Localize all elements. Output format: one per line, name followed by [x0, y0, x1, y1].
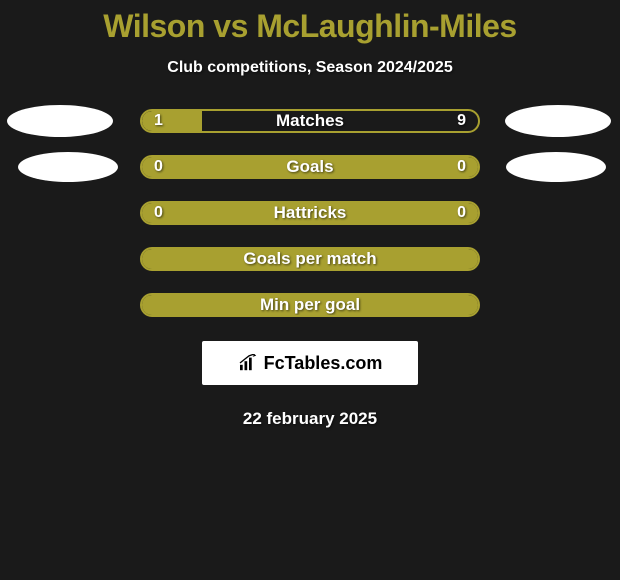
stat-row-goals: 0 Goals 0	[0, 155, 620, 179]
stat-row-matches: 1 Matches 9	[0, 109, 620, 133]
stat-value-right: 0	[457, 204, 466, 222]
player-left-avatar	[7, 105, 113, 137]
logo: FcTables.com	[238, 353, 383, 374]
comparison-infographic: Wilson vs McLaughlin-Miles Club competit…	[0, 0, 620, 429]
stat-label: Min per goal	[142, 295, 478, 315]
stat-label: Goals per match	[142, 249, 478, 269]
player-left-avatar	[18, 152, 118, 182]
logo-box: FcTables.com	[202, 341, 418, 385]
stat-row-hattricks: 0 Hattricks 0	[0, 201, 620, 225]
chart-area: 1 Matches 9 0 Goals 0 0 Hattricks 0	[0, 109, 620, 429]
subtitle: Club competitions, Season 2024/2025	[0, 59, 620, 77]
date-text: 22 february 2025	[243, 409, 377, 429]
chart-icon	[238, 354, 260, 372]
player-right-avatar	[505, 105, 611, 137]
stat-bar: Min per goal	[140, 293, 480, 317]
stat-bar: 1 Matches 9	[140, 109, 480, 133]
stat-row-goals-per-match: Goals per match	[0, 247, 620, 271]
logo-text: FcTables.com	[264, 353, 383, 374]
stat-value-right: 9	[457, 112, 466, 130]
stat-label: Hattricks	[142, 203, 478, 223]
player-right-avatar	[506, 152, 606, 182]
stat-bar: Goals per match	[140, 247, 480, 271]
page-title: Wilson vs McLaughlin-Miles	[0, 8, 620, 45]
stat-bar: 0 Goals 0	[140, 155, 480, 179]
stat-label: Matches	[142, 111, 478, 131]
stat-bar: 0 Hattricks 0	[140, 201, 480, 225]
stat-row-min-per-goal: Min per goal	[0, 293, 620, 317]
stat-label: Goals	[142, 157, 478, 177]
stat-value-right: 0	[457, 158, 466, 176]
